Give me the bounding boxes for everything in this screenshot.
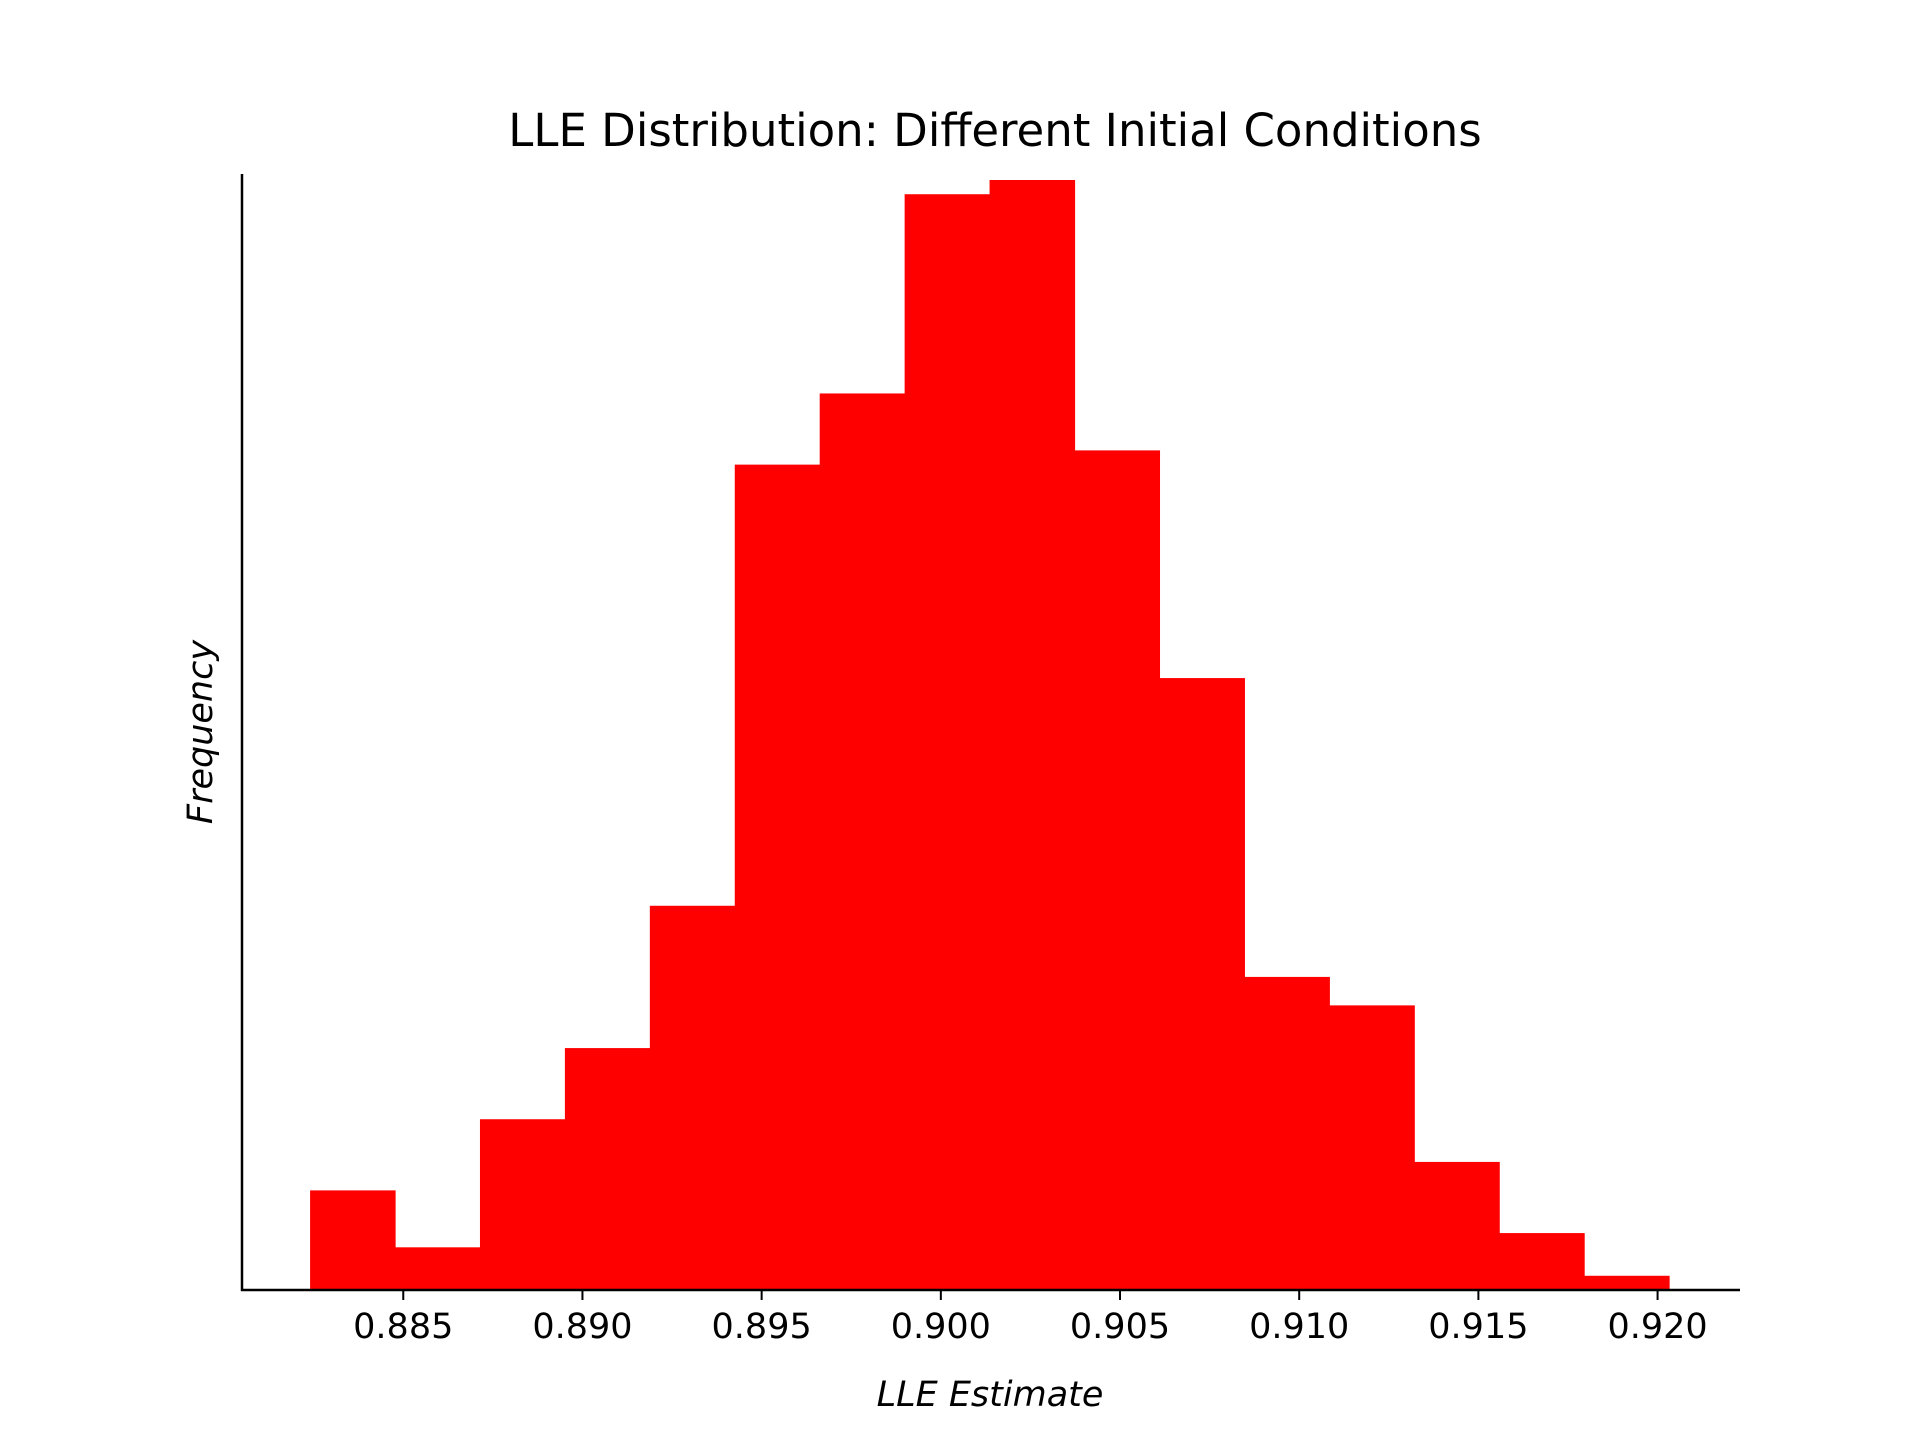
histogram-bar xyxy=(1414,1161,1500,1290)
x-tick-label: 0.900 xyxy=(891,1307,991,1347)
x-tick-label: 0.905 xyxy=(1070,1307,1170,1347)
histogram-bar xyxy=(1329,1005,1415,1290)
histogram-bar xyxy=(1244,976,1330,1290)
histogram-bar xyxy=(819,393,906,1291)
x-axis-ticks: 0.885 0.890 0.895 0.900 0.905 0.910 0.915 0.920 xyxy=(353,1290,1708,1347)
histogram-bar xyxy=(1499,1233,1585,1290)
x-axis-label: LLE Estimate xyxy=(877,1375,1104,1415)
x-tick-label: 0.895 xyxy=(712,1307,812,1347)
histogram-bar xyxy=(395,1247,481,1290)
histogram-bar xyxy=(649,905,736,1290)
histogram-bar xyxy=(904,194,991,1291)
histogram-bar xyxy=(989,180,1076,1290)
x-tick-label: 0.920 xyxy=(1607,1307,1707,1347)
y-axis-label: Frequency xyxy=(181,639,221,824)
histogram-bar xyxy=(1159,678,1245,1290)
x-tick-label: 0.910 xyxy=(1249,1307,1349,1347)
x-tick-label: 0.915 xyxy=(1428,1307,1528,1347)
histogram-bar xyxy=(1074,450,1161,1290)
histogram-bar xyxy=(564,1048,651,1290)
histogram-bar xyxy=(479,1119,566,1290)
histogram-bar xyxy=(734,464,821,1290)
histogram-bar xyxy=(310,1190,396,1290)
histogram-bar xyxy=(1584,1275,1670,1290)
histogram-bars xyxy=(310,180,1670,1291)
chart-title: LLE Distribution: Different Initial Cond… xyxy=(508,104,1481,157)
x-tick-label: 0.885 xyxy=(353,1307,453,1347)
x-tick-label: 0.890 xyxy=(532,1307,632,1347)
